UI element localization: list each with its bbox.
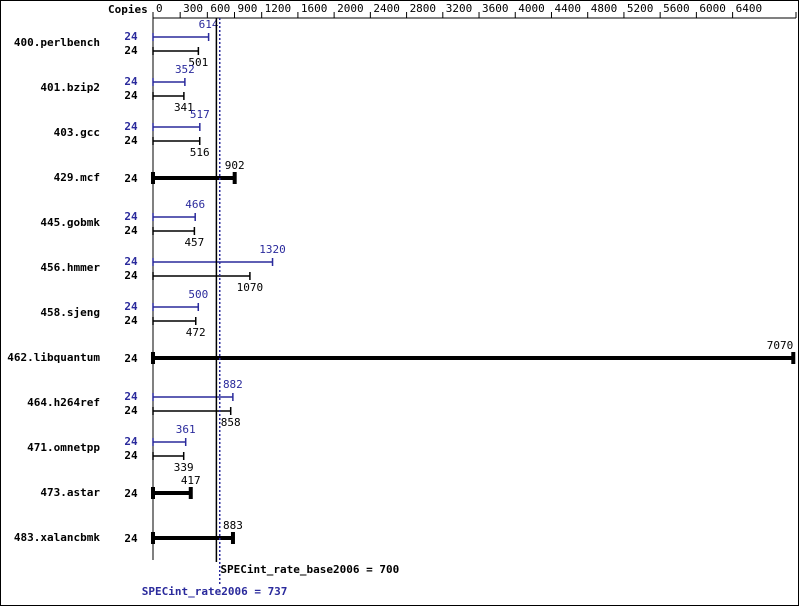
bar (152, 317, 197, 325)
bar (152, 407, 232, 415)
category-label: 471.omnetpp (27, 441, 100, 454)
copies-label: 24 (124, 269, 138, 282)
value-label: 902 (225, 159, 245, 172)
copies-label: 24 (124, 44, 138, 57)
x-tick-label: 5200 (627, 2, 654, 15)
copies-label: 24 (124, 210, 138, 223)
copies-label: 24 (124, 314, 138, 327)
reference-label: SPECint_rate_base2006 = 700 (220, 563, 399, 576)
copies-label: 24 (124, 172, 138, 185)
category-label: 464.h264ref (27, 396, 100, 409)
bar (152, 92, 185, 100)
bar (152, 272, 251, 280)
value-label: 516 (190, 146, 210, 159)
copies-label: 24 (124, 300, 138, 313)
x-tick-label: 3600 (482, 2, 509, 15)
category-label: 483.xalancbmk (14, 531, 100, 544)
category-label: 473.astar (40, 486, 100, 499)
bar (152, 258, 274, 266)
bar (152, 78, 186, 86)
value-label: 457 (184, 236, 204, 249)
value-label: 500 (188, 288, 208, 301)
value-label: 614 (199, 18, 219, 31)
value-label: 517 (190, 108, 210, 121)
copies-label: 24 (124, 89, 138, 102)
x-tick-label: 3200 (446, 2, 473, 15)
copies-label: 24 (124, 487, 138, 500)
value-label: 882 (223, 378, 243, 391)
value-label: 361 (176, 423, 196, 436)
bar (152, 137, 201, 145)
value-label: 352 (175, 63, 195, 76)
x-tick-label: 4400 (554, 2, 581, 15)
x-tick-label: 600 (210, 2, 230, 15)
category-label: 462.libquantum (7, 351, 100, 364)
x-tick-label: 6000 (699, 2, 726, 15)
value-label: 7070 (767, 339, 794, 352)
copies-label: 24 (124, 532, 138, 545)
bar (152, 452, 185, 460)
bar (152, 213, 196, 221)
x-tick-label: 1200 (265, 2, 292, 15)
value-label: 341 (174, 101, 194, 114)
copies-header: Copies (108, 3, 148, 16)
copies-label: 24 (124, 390, 138, 403)
bar (152, 33, 210, 41)
x-tick-label: 5600 (663, 2, 690, 15)
category-label: 429.mcf (54, 171, 100, 184)
x-tick-label: 300 (183, 2, 203, 15)
x-tick-label: 0 (156, 2, 163, 15)
x-tick-label: 4000 (518, 2, 545, 15)
value-label: 858 (221, 416, 241, 429)
bar (152, 123, 201, 131)
copies-label: 24 (124, 435, 138, 448)
copies-label: 24 (124, 120, 138, 133)
x-tick-label: 4800 (591, 2, 618, 15)
value-label: 1320 (259, 243, 286, 256)
bar (152, 438, 187, 446)
copies-label: 24 (124, 449, 138, 462)
copies-label: 24 (124, 30, 138, 43)
bar (151, 532, 235, 544)
value-label: 501 (188, 56, 208, 69)
bar (151, 487, 193, 499)
category-label: 401.bzip2 (40, 81, 100, 94)
value-label: 472 (186, 326, 206, 339)
value-label: 466 (185, 198, 205, 211)
copies-label: 24 (124, 404, 138, 417)
reference-label: SPECint_rate2006 = 737 (142, 585, 288, 598)
value-label: 417 (181, 474, 201, 487)
x-tick-label: 2000 (337, 2, 364, 15)
category-label: 456.hmmer (40, 261, 100, 274)
copies-label: 24 (124, 255, 138, 268)
bar (152, 393, 234, 401)
bar (151, 352, 796, 364)
category-label: 458.sjeng (40, 306, 100, 319)
bar (152, 303, 200, 311)
x-tick-label: 900 (238, 2, 258, 15)
copies-label: 24 (124, 134, 138, 147)
copies-label: 24 (124, 352, 138, 365)
category-label: 403.gcc (54, 126, 100, 139)
category-label: 445.gobmk (40, 216, 100, 229)
value-label: 883 (223, 519, 243, 532)
bar (152, 227, 196, 235)
value-label: 1070 (237, 281, 264, 294)
bar (152, 47, 200, 55)
x-tick-label: 2400 (373, 2, 400, 15)
x-tick-label: 6400 (736, 2, 763, 15)
copies-label: 24 (124, 75, 138, 88)
value-label: 339 (174, 461, 194, 474)
x-tick-label: 2800 (410, 2, 437, 15)
category-label: 400.perlbench (14, 36, 100, 49)
x-tick-label: 1600 (301, 2, 328, 15)
bar (151, 172, 237, 184)
copies-label: 24 (124, 224, 138, 237)
